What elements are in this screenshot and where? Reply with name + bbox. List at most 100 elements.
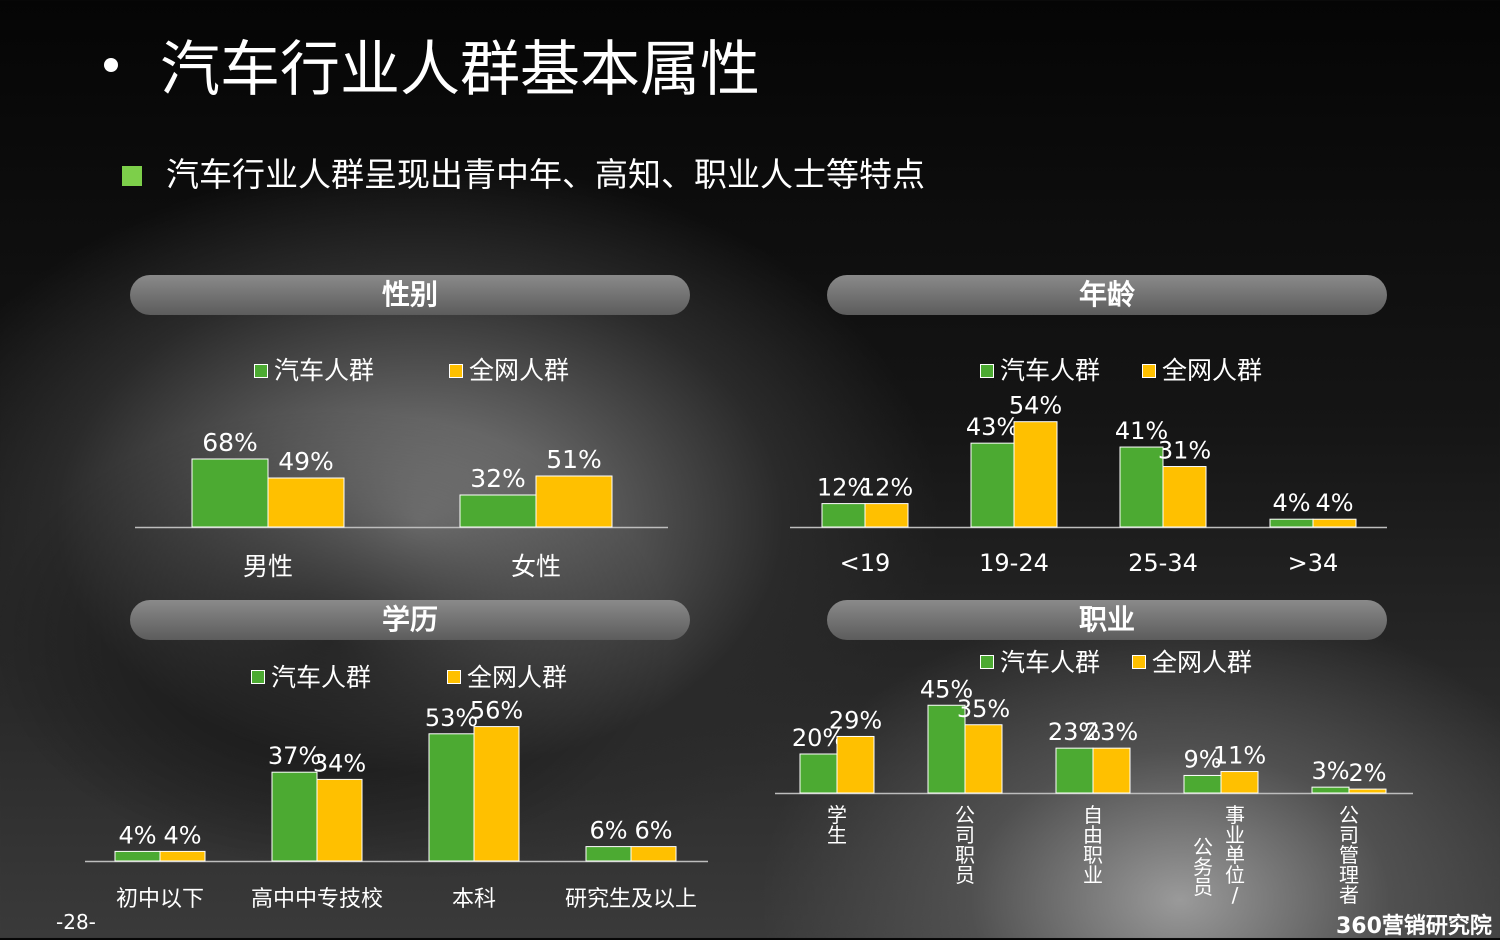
legend-swatch-all	[449, 364, 463, 378]
legend-swatch-auto	[254, 364, 268, 378]
legend-label-auto: 汽车人群	[1000, 648, 1101, 677]
data-label: 56%	[470, 697, 523, 725]
bar-education-all-3	[630, 846, 677, 862]
category-label: <19	[840, 549, 891, 577]
section-header-gender: 性别	[130, 275, 690, 315]
bar-age-auto-0	[821, 503, 866, 528]
data-label: 41%	[1115, 417, 1168, 445]
legend-swatch-auto	[980, 364, 994, 378]
category-label-char: 理	[1339, 863, 1359, 887]
bar-gender-auto-0	[191, 458, 269, 528]
data-label: 43%	[966, 413, 1019, 441]
data-label: 6%	[589, 817, 627, 845]
bar-age-all-2	[1162, 466, 1207, 528]
bar-age-auto-2	[1119, 446, 1164, 528]
legend-label-auto: 汽车人群	[1000, 356, 1101, 385]
legend-swatch-auto	[251, 670, 265, 684]
data-label: 4%	[1315, 489, 1353, 517]
category-label-char: 事	[1225, 803, 1245, 827]
legend-label-all: 全网人群	[467, 663, 568, 692]
bar-age-all-1	[1013, 421, 1058, 528]
data-label: 49%	[278, 447, 334, 476]
data-label: 6%	[634, 817, 672, 845]
data-label: 12%	[860, 474, 913, 502]
category-label-char: 学	[827, 803, 847, 827]
category-label-char: /	[1232, 883, 1239, 907]
legend-label-all: 全网人群	[1152, 648, 1253, 677]
bar-gender-all-1	[535, 475, 613, 528]
category-label-char: 公	[1339, 803, 1359, 827]
category-label-char: 务	[1193, 855, 1213, 879]
chart-gender: 68% 49% 男性 32% 51% 女性	[135, 428, 668, 581]
category-label: 25-34	[1128, 549, 1198, 577]
legend-label-auto: 汽车人群	[274, 356, 375, 385]
data-label: 4%	[163, 821, 201, 849]
data-label: 35%	[957, 695, 1010, 723]
bar-occupation-all-4	[1348, 788, 1387, 794]
legend-label-all: 全网人群	[1162, 356, 1263, 385]
category-label-char: 生	[827, 823, 847, 847]
bar-occupation-auto-4	[1311, 786, 1350, 794]
category-label-char: 公	[955, 803, 975, 827]
category-label-char: 业	[1225, 823, 1245, 847]
data-label: 9%	[1183, 745, 1221, 773]
category-label-char: 位	[1225, 863, 1245, 887]
data-label: 20%	[792, 724, 845, 752]
data-label: 4%	[1272, 489, 1310, 517]
bar-education-all-2	[473, 726, 520, 862]
data-label: 54%	[1009, 392, 1062, 420]
bar-education-all-1	[316, 778, 363, 862]
bar-gender-auto-1	[459, 494, 537, 528]
bar-education-auto-1	[271, 771, 318, 862]
subtitle-bullet	[122, 166, 142, 186]
bar-education-auto-0	[114, 850, 161, 862]
data-label: 4%	[118, 821, 156, 849]
category-label: 男性	[243, 552, 293, 581]
category-label: 高中中专技校	[251, 887, 383, 912]
category-label-char: 由	[1083, 823, 1103, 847]
data-label: 2%	[1348, 759, 1386, 787]
slide-subtitle: 汽车行业人群呈现出青中年、高知、职业人士等特点	[166, 155, 925, 194]
bar-education-auto-3	[585, 846, 632, 862]
legend-swatch-all	[1142, 364, 1156, 378]
category-label: 19-24	[979, 549, 1049, 577]
bar-gender-all-0	[267, 477, 345, 528]
category-label-char: 司	[955, 823, 975, 847]
data-label: 53%	[425, 704, 478, 732]
section-header-age: 年龄	[827, 275, 1387, 315]
data-label: 31%	[1158, 437, 1211, 465]
chart-education: 4% 4% 初中以下 37%34% 高中中专技校 53%56% 本科 6% 6% 研究生及以上	[85, 697, 708, 912]
category-label: 初中以下	[116, 887, 204, 912]
data-label: 45%	[920, 675, 973, 703]
category-label: 研究生及以上	[565, 887, 697, 912]
legend-swatch-auto	[980, 655, 994, 669]
legend-swatch-all	[447, 670, 461, 684]
bar-age-all-0	[864, 503, 909, 528]
bar-age-auto-3	[1269, 518, 1314, 528]
data-label: 32%	[470, 464, 526, 493]
title-bullet	[104, 58, 118, 72]
category-label-char: 司	[1339, 823, 1359, 847]
category-label-char: 管	[1339, 843, 1359, 867]
category-label-char: 员	[955, 863, 975, 887]
bar-occupation-all-1	[964, 724, 1003, 794]
bar-occupation-all-2	[1092, 747, 1131, 794]
bar-occupation-auto-3	[1183, 774, 1222, 794]
category-label: 本科	[452, 887, 496, 912]
category-label-char: 自	[1083, 803, 1103, 827]
legend-swatch-all	[1132, 655, 1146, 669]
bar-occupation-auto-2	[1055, 747, 1094, 794]
category-label: 学生	[827, 803, 847, 847]
category-label-char: 公	[1193, 835, 1213, 859]
data-label: 23%	[1048, 718, 1101, 746]
category-label-char: 职	[1083, 843, 1103, 867]
category-label-char: 者	[1339, 883, 1359, 907]
legend-label-auto: 汽车人群	[271, 663, 372, 692]
section-header-education: 学历	[130, 600, 690, 640]
data-label: 3%	[1311, 757, 1349, 785]
